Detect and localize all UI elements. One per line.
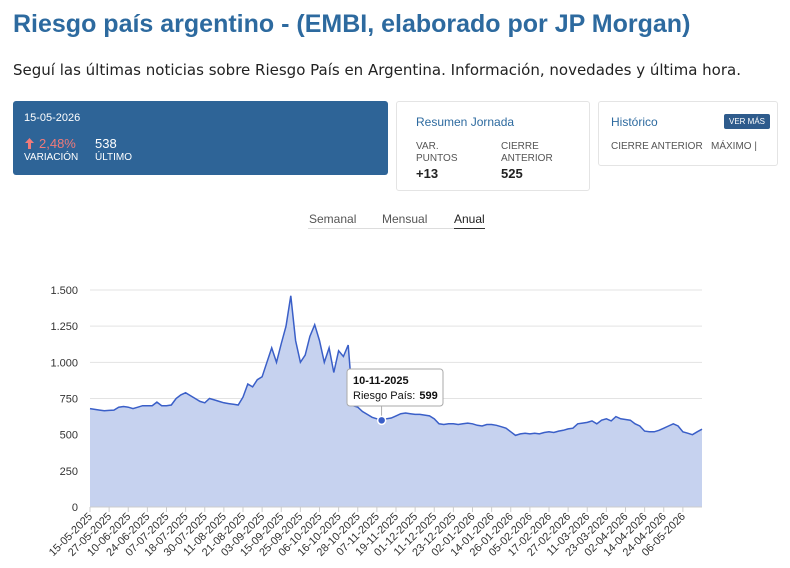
y-tick-label: 250 [60,466,78,478]
max-label: MÁXIMO | [711,141,757,152]
prev-close: 525 [501,166,523,181]
more-button[interactable]: VER MÁS [724,114,771,129]
points-label: VAR. PUNTOS [416,141,458,164]
line [89,295,703,437]
up-arrow [25,138,34,149]
change: 2,48% [39,136,76,151]
summary-card: 15-05-2026 2,48% VARIACIÓN 538 ÚLTIMO [13,101,388,175]
card-title: Resumen Jornada [416,115,515,129]
y-tick-label: 0 [72,502,78,514]
y-tick-label: 1.250 [50,321,78,333]
page-subtitle: Seguí las últimas noticias sobre Riesgo … [13,61,741,79]
y-tick-label: 1.500 [50,285,78,297]
tab[interactable]: Semanal [309,212,357,226]
tooltip-label: Riesgo País: [353,390,415,402]
tooltip-text: Riesgo País: 599 [353,390,438,402]
prev-close-label: CIERRE ANTERIOR [611,141,703,152]
change-label: VARIACIÓN [24,152,79,163]
tab-active[interactable]: Anual [454,212,485,229]
points: +13 [416,166,439,181]
day-summary-card: Resumen Jornada VAR. PUNTOS +13 CIERRE A… [396,101,590,191]
tooltip-marker [376,415,387,426]
tooltip-date: 10-11-2025 [353,375,409,387]
tooltip-box [346,368,444,407]
area [90,295,702,507]
last-label: ÚLTIMO [95,152,133,163]
history-card: Histórico VER MÁS CIERRE ANTERIOR MÁXIMO… [598,101,778,166]
y-tick-label: 1.000 [50,357,78,369]
y-tick-label: 750 [60,394,78,406]
tooltip-value: 599 [419,390,437,402]
last: 538 [95,136,117,151]
date: 15-05-2026 [24,112,81,124]
card-title: Histórico [611,115,658,129]
tab-rule [308,228,484,229]
y-tick-label: 500 [60,430,78,442]
tab[interactable]: Mensual [382,212,428,226]
page-title: Riesgo país argentino - (EMBI, elaborado… [13,10,691,38]
prev-close-label: CIERRE ANTERIOR [501,141,553,164]
